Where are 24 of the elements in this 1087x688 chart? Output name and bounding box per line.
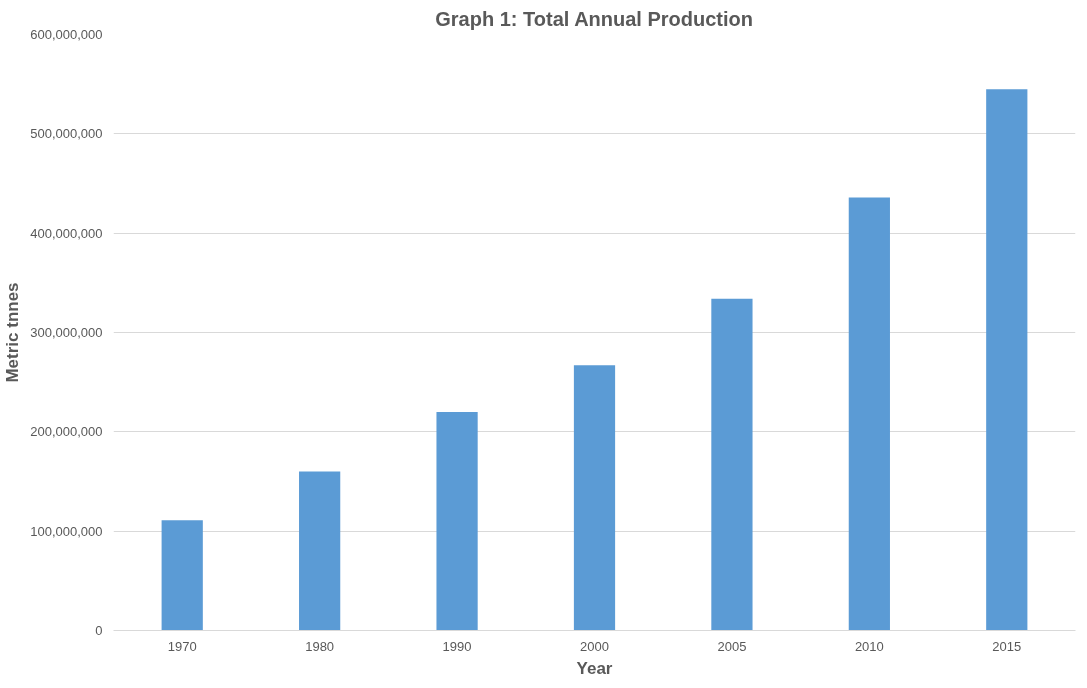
bar — [161, 520, 203, 631]
x-tick-label: 1990 — [442, 638, 472, 654]
x-tick-label: 1970 — [167, 638, 197, 654]
x-tick-label: 2000 — [580, 638, 609, 654]
y-tick-label: 600,000,000 — [30, 27, 103, 42]
y-tick-label: 100,000,000 — [30, 523, 103, 539]
y-tick-label: 0 — [95, 623, 103, 638]
bar — [299, 471, 341, 631]
x-tick-label: 2005 — [717, 638, 747, 654]
y-tick-label: 300,000,000 — [30, 325, 103, 340]
chart-title: Graph 1: Total Annual Production — [435, 7, 754, 30]
bar — [848, 197, 890, 631]
bar — [711, 298, 753, 631]
bar — [436, 411, 478, 631]
y-axis-title: Metric tnnes — [3, 282, 23, 383]
y-tick-label: 400,000,000 — [30, 225, 103, 241]
y-tick-label: 500,000,000 — [30, 126, 103, 142]
x-tick-label: 2010 — [854, 638, 884, 654]
bar — [986, 89, 1028, 631]
x-axis-title: Year — [576, 658, 613, 678]
bar — [573, 365, 616, 631]
y-tick-label: 200,000,000 — [30, 424, 103, 440]
x-tick-label: 2015 — [992, 638, 1022, 654]
x-tick-label: 1980 — [305, 638, 335, 654]
